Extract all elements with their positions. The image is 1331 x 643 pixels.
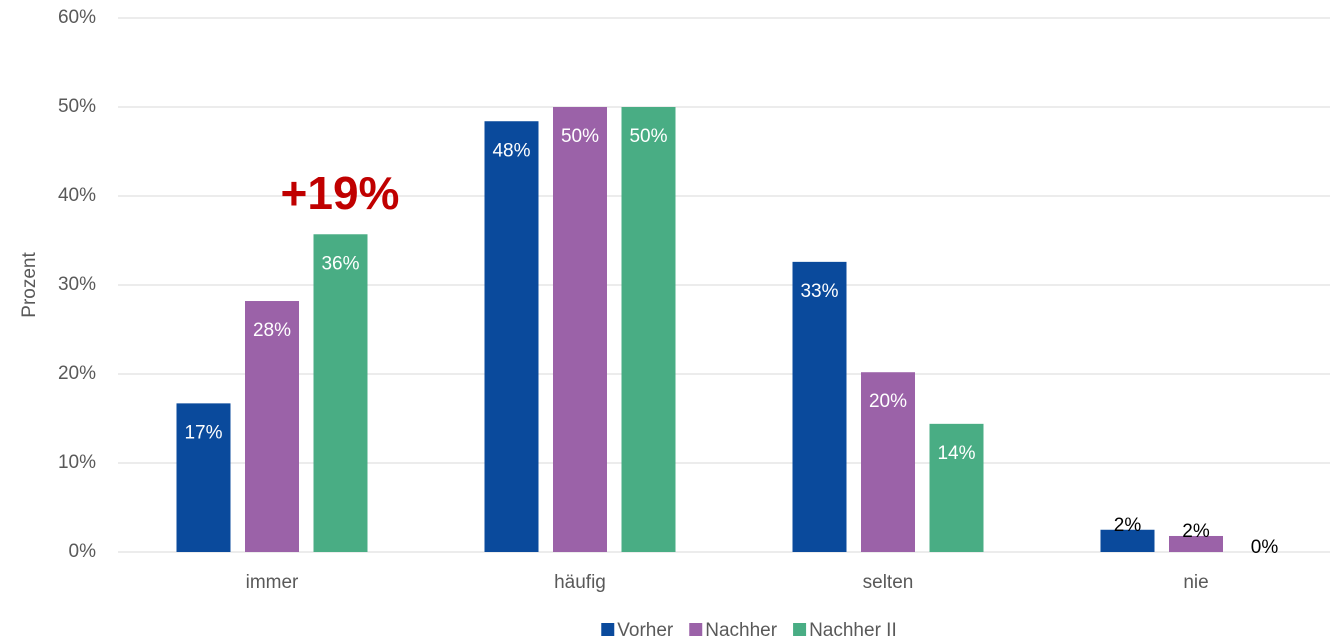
y-tick-label: 50% [58,96,96,117]
data-label: 20% [869,391,907,412]
data-label: 36% [321,253,359,274]
y-tick-label: 0% [69,541,97,562]
y-tick-label: 10% [58,452,96,473]
bar [484,121,539,553]
legend-label: Nachher II [809,620,897,641]
bar [245,301,299,552]
legend-swatch [793,623,807,636]
y-tick-label: 60% [58,7,96,28]
x-tick-label: nie [1183,572,1208,593]
legend-swatch [601,623,615,636]
x-tick-label: selten [863,572,914,593]
bar [929,423,984,552]
data-label: 14% [937,443,975,464]
bar [176,403,231,552]
bar [1100,529,1155,552]
data-label: 2% [1182,521,1210,542]
data-label: 50% [629,126,667,147]
y-tick-label: 40% [58,185,96,206]
data-label: 0% [1251,537,1279,558]
legend-swatch [689,623,703,636]
data-label: 28% [253,320,291,341]
legend-label: Nachher [705,620,777,641]
data-label: 48% [492,140,530,161]
bar [1169,535,1223,552]
bar [792,261,847,552]
legend-label: Vorher [617,620,674,641]
data-label: 17% [184,422,222,443]
y-tick-label: 20% [58,363,96,384]
y-axis-label: Prozent [19,252,40,318]
data-label: 50% [561,126,599,147]
x-tick-label: immer [246,572,299,593]
data-label: 33% [800,281,838,302]
bar [313,234,368,552]
x-tick-label: häufig [554,572,606,593]
bar [861,372,915,552]
bar [553,107,607,552]
data-label: 2% [1114,515,1142,536]
annotation: +19% [281,167,400,219]
y-tick-label: 30% [58,274,96,295]
bar [621,107,676,552]
